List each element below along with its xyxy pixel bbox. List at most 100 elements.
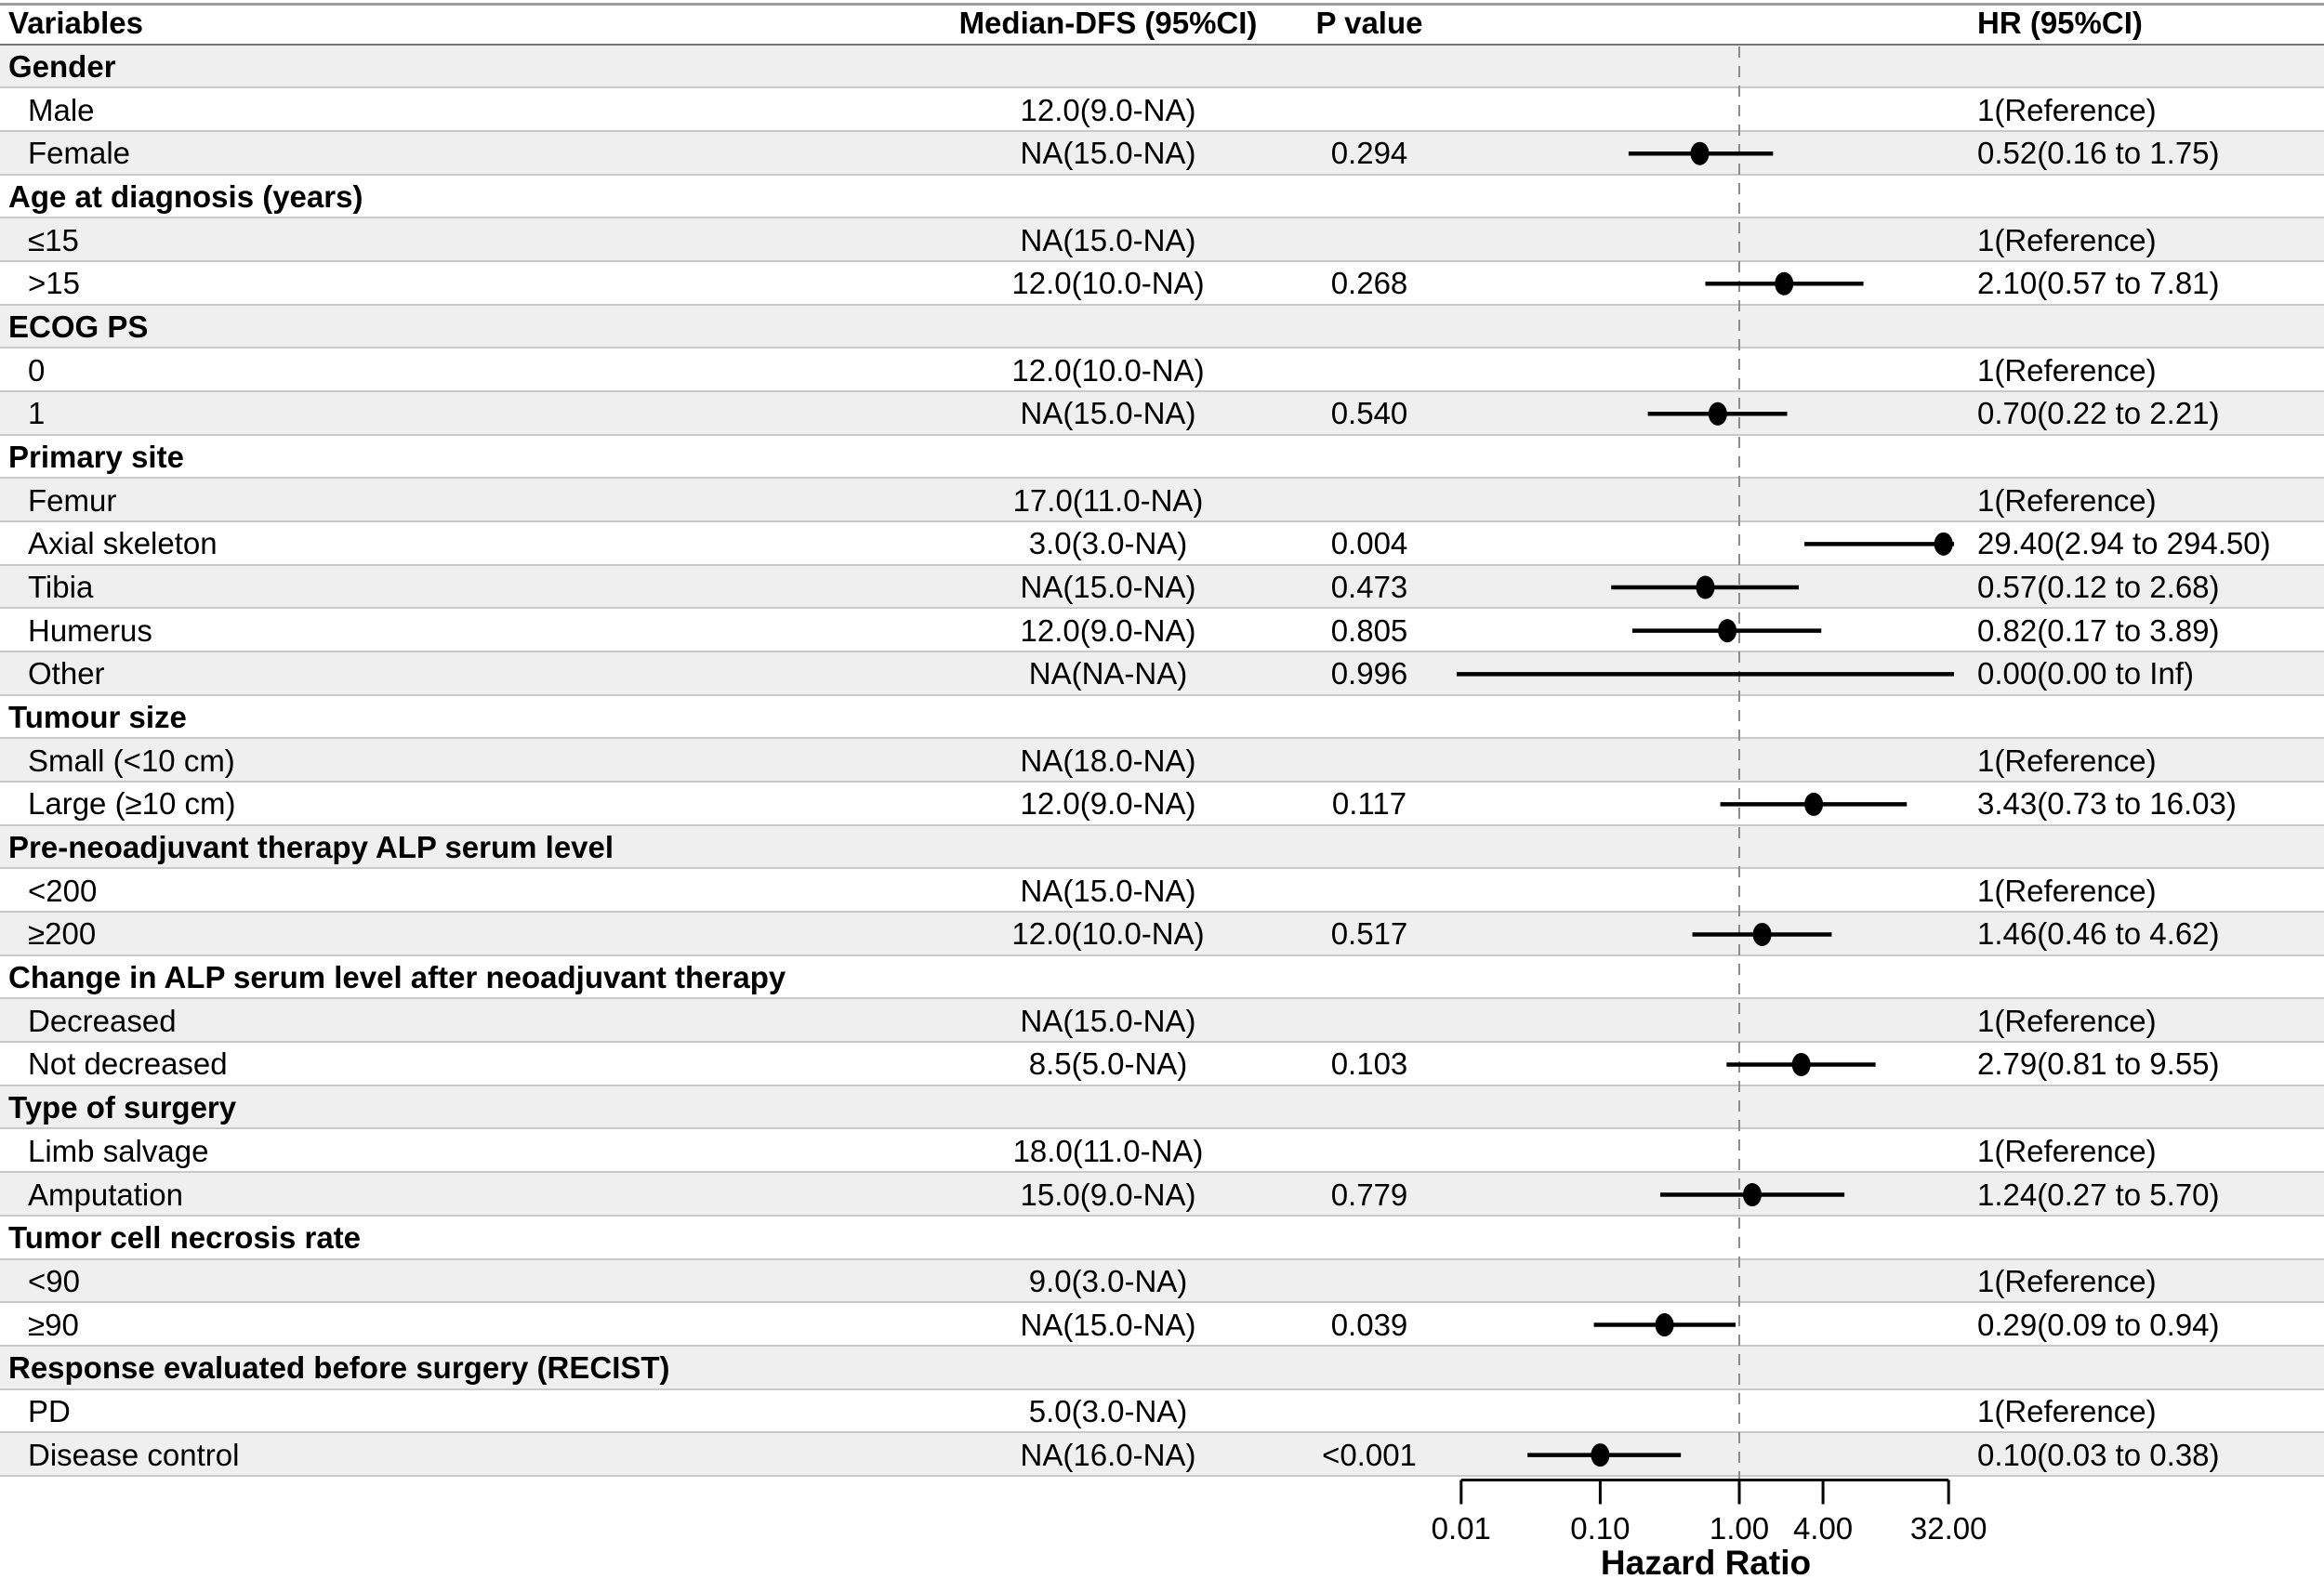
hr-ci-value: 2.79(0.81 to 9.55)	[1977, 1046, 2220, 1082]
median-dfs-value: 12.0(9.0-NA)	[1020, 92, 1196, 127]
variable-label: Type of surgery	[8, 1090, 237, 1125]
p-value: 0.117	[1331, 786, 1407, 822]
variable-row: ≤15 NA(15.0-NA) 1(Reference)	[0, 218, 2324, 262]
median-dfs-value: 5.0(3.0-NA)	[1028, 1393, 1188, 1428]
row-divider	[0, 217, 2324, 219]
median-dfs-value: 12.0(10.0-NA)	[1011, 916, 1205, 952]
variable-row: 0 12.0(10.0-NA) 1(Reference)	[0, 349, 2324, 392]
median-dfs-value: NA(15.0-NA)	[1020, 1307, 1196, 1342]
p-value: 0.103	[1330, 1046, 1408, 1082]
variable-row: Axial skeleton 3.0(3.0-NA) 0.004 29.40(2.94…	[0, 522, 2324, 566]
median-dfs-value: 15.0(9.0-NA)	[1020, 1177, 1196, 1212]
p-value: 0.268	[1330, 266, 1408, 301]
variable-label: >15	[28, 266, 80, 301]
row-divider	[0, 1344, 2324, 1347]
row-divider	[0, 1041, 2324, 1044]
variable-label: Response evaluated before surgery (RECIS…	[8, 1350, 670, 1386]
hr-ci-value: 1(Reference)	[1977, 1003, 2157, 1038]
p-value: 0.996	[1330, 656, 1408, 691]
variable-label: <90	[28, 1263, 80, 1298]
row-divider	[0, 1214, 2324, 1217]
hr-ci-value: 1(Reference)	[1977, 1393, 2157, 1428]
variable-label: ECOG PS	[8, 309, 149, 344]
p-value: 0.779	[1330, 1177, 1408, 1212]
median-dfs-value: 12.0(10.0-NA)	[1011, 266, 1205, 301]
median-dfs-value: NA(15.0-NA)	[1020, 136, 1196, 171]
median-dfs-value: 3.0(3.0-NA)	[1028, 526, 1188, 561]
hr-ci-value: 1(Reference)	[1977, 482, 2157, 518]
hr-ci-value: 1.24(0.27 to 5.70)	[1977, 1177, 2220, 1212]
section-row: Primary site	[0, 436, 2324, 480]
variable-label: Disease control	[28, 1437, 240, 1472]
section-row: Response evaluated before surgery (RECIS…	[0, 1346, 2324, 1390]
section-row: Age at diagnosis (years)	[0, 176, 2324, 219]
variable-label: PD	[28, 1393, 71, 1428]
variable-label: Decreased	[28, 1003, 177, 1038]
section-row: ECOG PS	[0, 305, 2324, 349]
row-divider	[0, 1171, 2324, 1174]
variable-label: ≤15	[28, 222, 79, 257]
row-divider	[0, 86, 2324, 89]
variable-row: Female NA(15.0-NA) 0.294 0.52(0.16 to 1.75)	[0, 131, 2324, 176]
row-divider	[0, 520, 2324, 522]
variable-row: Amputation 15.0(9.0-NA) 0.779 1.24(0.27 to …	[0, 1173, 2324, 1217]
median-dfs-value: 12.0(9.0-NA)	[1020, 786, 1196, 822]
hr-ci-value: 1(Reference)	[1977, 222, 2157, 257]
hr-ci-value: 1(Reference)	[1977, 1263, 2157, 1298]
hr-ci-value: 0.29(0.09 to 0.94)	[1977, 1307, 2220, 1342]
x-axis-tick-label: 0.10	[1570, 1511, 1631, 1546]
column-header-median-dfs: Median-DFS (95%CI)	[958, 5, 1258, 40]
row-divider	[0, 737, 2324, 740]
table-top-rule	[0, 3, 2324, 6]
variable-label: Primary site	[8, 439, 184, 474]
variable-row: <200 NA(15.0-NA) 1(Reference)	[0, 869, 2324, 914]
hr-ci-value: 0.10(0.03 to 0.38)	[1977, 1437, 2220, 1472]
variable-label: Tibia	[28, 569, 94, 604]
median-dfs-value: 18.0(11.0-NA)	[1012, 1133, 1204, 1168]
section-row: Change in ALP serum level after neoadjuv…	[0, 956, 2324, 1000]
variable-label: Male	[28, 92, 95, 127]
row-divider	[0, 173, 2324, 176]
section-row: Type of surgery	[0, 1085, 2324, 1130]
hr-ci-value: 1(Reference)	[1977, 92, 2157, 127]
row-divider	[0, 954, 2324, 956]
row-divider	[0, 433, 2324, 436]
median-dfs-value: NA(16.0-NA)	[1020, 1437, 1196, 1472]
variable-label: Other	[28, 656, 105, 691]
variable-label: Pre-neoadjuvant therapy ALP serum level	[8, 830, 614, 865]
hr-ci-value: 1.46(0.46 to 4.62)	[1977, 916, 2220, 952]
variable-row: Tibia NA(15.0-NA) 0.473 0.57(0.12 to 2.68)	[0, 565, 2324, 610]
median-dfs-value: 12.0(10.0-NA)	[1011, 352, 1205, 388]
median-dfs-value: 17.0(11.0-NA)	[1012, 482, 1204, 518]
median-dfs-value: NA(15.0-NA)	[1020, 873, 1196, 908]
hr-ci-value: 0.52(0.16 to 1.75)	[1977, 136, 2220, 171]
variable-row: Femur 17.0(11.0-NA) 1(Reference)	[0, 479, 2324, 522]
hr-ci-value: 0.82(0.17 to 3.89)	[1977, 612, 2220, 648]
variable-row: Limb salvage 18.0(11.0-NA) 1(Reference)	[0, 1130, 2324, 1174]
row-divider	[0, 259, 2324, 262]
variable-row: Disease control NA(16.0-NA) <0.001 0.10(0.0…	[0, 1433, 2324, 1477]
variable-label: Axial skeleton	[28, 526, 218, 561]
variable-row: Decreased NA(15.0-NA) 1(Reference)	[0, 999, 2324, 1044]
median-dfs-value: NA(15.0-NA)	[1020, 1003, 1196, 1038]
row-divider	[0, 651, 2324, 652]
variable-label: Female	[28, 136, 131, 171]
variable-label: ≥90	[28, 1307, 79, 1342]
row-divider	[0, 607, 2324, 610]
column-header-variables: Variables	[8, 5, 143, 40]
variable-label: Gender	[8, 48, 116, 84]
variable-row: Male 12.0(9.0-NA) 1(Reference)	[0, 88, 2324, 132]
hr-ci-value: 2.10(0.57 to 7.81)	[1977, 266, 2220, 301]
hr-ci-value: 0.00(0.00 to Inf)	[1977, 656, 2194, 691]
row-divider	[0, 867, 2324, 870]
row-divider	[0, 823, 2324, 826]
row-divider	[0, 911, 2324, 914]
row-divider	[0, 1301, 2324, 1304]
x-axis-tick-label: 1.00	[1709, 1511, 1770, 1546]
section-row: Gender	[0, 45, 2324, 89]
row-divider	[0, 693, 2324, 696]
hr-ci-value: 0.57(0.12 to 2.68)	[1977, 569, 2220, 604]
row-divider	[0, 1388, 2324, 1390]
p-value: 0.039	[1330, 1307, 1408, 1342]
